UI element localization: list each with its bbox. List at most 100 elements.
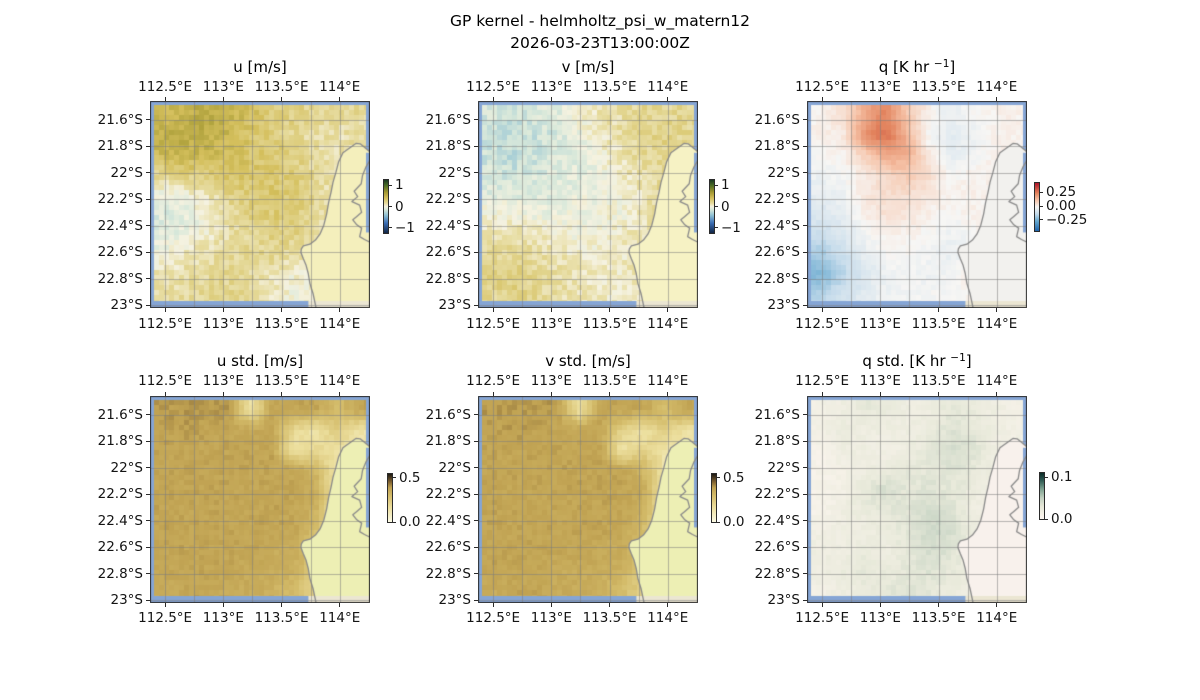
x-tick-label-bottom: 113°E bbox=[859, 316, 901, 332]
x-tick-label-bottom: 114°E bbox=[647, 610, 689, 626]
y-tick-mark bbox=[146, 467, 150, 469]
y-tick-label: 22.2°S bbox=[425, 191, 471, 208]
subplot-q_std-map bbox=[807, 396, 1027, 603]
y-tick-mark bbox=[474, 573, 478, 575]
y-tick-mark bbox=[146, 520, 150, 522]
colorbar-gradient-q_std bbox=[1040, 473, 1044, 519]
x-tick-label-top: 114°E bbox=[976, 373, 1018, 389]
x-tick-mark bbox=[667, 392, 669, 396]
y-tick-mark bbox=[474, 304, 478, 306]
subplot-title-v: v [m/s] bbox=[561, 58, 615, 76]
colorbar-tick-mark bbox=[388, 227, 392, 229]
x-tick-mark bbox=[164, 308, 166, 312]
x-tick-mark bbox=[164, 392, 166, 396]
y-tick-mark bbox=[803, 251, 807, 253]
colorbar-tick-label: 0.25 bbox=[1046, 184, 1077, 201]
x-tick-mark bbox=[938, 603, 940, 607]
y-tick-label: 22°S bbox=[110, 164, 144, 181]
x-tick-label-top: 113°E bbox=[202, 79, 244, 95]
y-tick-label: 21.8°S bbox=[97, 433, 143, 450]
x-tick-mark bbox=[339, 392, 341, 396]
colorbar-tick-mark bbox=[716, 521, 720, 523]
x-tick-label-bottom: 112.5°E bbox=[466, 316, 521, 332]
colorbar-gradient-u bbox=[384, 180, 388, 233]
x-tick-mark bbox=[550, 308, 552, 312]
colorbar-tick-label: 0 bbox=[721, 198, 730, 215]
y-tick-label: 21.8°S bbox=[97, 138, 143, 155]
y-tick-mark bbox=[146, 278, 150, 280]
y-tick-mark bbox=[146, 546, 150, 548]
y-tick-label: 22.2°S bbox=[425, 486, 471, 503]
x-tick-mark bbox=[550, 392, 552, 396]
x-tick-mark bbox=[339, 308, 341, 312]
y-tick-label: 23°S bbox=[438, 592, 472, 609]
colorbar-tick-label: −0.25 bbox=[1046, 211, 1088, 228]
y-tick-mark bbox=[474, 414, 478, 416]
y-tick-label: 22.4°S bbox=[425, 217, 471, 234]
x-tick-mark bbox=[667, 308, 669, 312]
x-tick-mark bbox=[609, 308, 611, 312]
y-tick-mark bbox=[474, 225, 478, 227]
x-tick-mark bbox=[996, 97, 998, 101]
y-tick-label: 22.4°S bbox=[754, 512, 800, 529]
colorbar-tick-label: −1 bbox=[395, 219, 415, 236]
x-tick-label-top: 113°E bbox=[530, 79, 572, 95]
y-tick-label: 23°S bbox=[438, 297, 472, 314]
x-tick-mark bbox=[996, 392, 998, 396]
y-tick-mark bbox=[803, 278, 807, 280]
y-tick-mark bbox=[146, 573, 150, 575]
x-tick-mark bbox=[879, 97, 881, 101]
x-tick-label-top: 114°E bbox=[319, 373, 361, 389]
x-tick-label-top: 113.5°E bbox=[582, 373, 637, 389]
subplot-u_std-map bbox=[150, 396, 370, 603]
colorbar-tick-mark bbox=[388, 206, 392, 207]
colorbar-tick-mark bbox=[714, 206, 718, 207]
y-tick-mark bbox=[146, 172, 150, 174]
y-tick-label: 22°S bbox=[767, 164, 801, 181]
x-tick-label-bottom: 114°E bbox=[976, 316, 1018, 332]
colorbar-gradient-v bbox=[710, 180, 714, 233]
y-tick-label: 22.8°S bbox=[97, 565, 143, 582]
figure-title: GP kernel - helmholtz_psi_w_matern12 bbox=[449, 12, 751, 30]
figure-timestamp: 2026-03-23T13:00:00Z bbox=[510, 34, 690, 52]
y-tick-label: 22.4°S bbox=[97, 217, 143, 234]
x-tick-label-top: 113.5°E bbox=[254, 373, 309, 389]
y-tick-label: 22.6°S bbox=[97, 539, 143, 556]
x-tick-label-top: 112.5°E bbox=[138, 373, 193, 389]
subplot-title-q: q [K hr −1] bbox=[878, 58, 956, 76]
x-tick-mark bbox=[938, 308, 940, 312]
subplot-v_std-map bbox=[478, 396, 698, 603]
subplot-title-u_std: u std. [m/s] bbox=[216, 352, 304, 370]
colorbar-tick-label: 0.0 bbox=[1051, 511, 1073, 527]
subplot-title-v_std: v std. [m/s] bbox=[545, 352, 631, 370]
x-tick-mark bbox=[281, 308, 283, 312]
y-tick-label: 21.8°S bbox=[754, 433, 800, 450]
x-tick-mark bbox=[281, 392, 283, 396]
y-tick-mark bbox=[803, 145, 807, 147]
y-tick-mark bbox=[803, 493, 807, 495]
x-tick-label-bottom: 113.5°E bbox=[582, 610, 637, 626]
subplot-q-map bbox=[807, 101, 1027, 308]
colorbar-tick-label: 0.5 bbox=[723, 469, 745, 486]
y-tick-label: 21.8°S bbox=[754, 138, 800, 155]
x-tick-mark bbox=[667, 97, 669, 101]
x-tick-label-top: 112.5°E bbox=[466, 373, 521, 389]
y-tick-mark bbox=[146, 225, 150, 227]
colorbar-tick-mark bbox=[714, 184, 718, 186]
y-tick-mark bbox=[803, 573, 807, 575]
y-tick-label: 21.6°S bbox=[425, 406, 471, 423]
y-tick-mark bbox=[146, 599, 150, 601]
x-tick-label-bottom: 112.5°E bbox=[138, 316, 193, 332]
colorbar-tick-mark bbox=[1044, 518, 1048, 520]
x-tick-label-top: 113.5°E bbox=[911, 373, 966, 389]
y-tick-mark bbox=[474, 278, 478, 280]
y-tick-mark bbox=[474, 440, 478, 442]
y-tick-mark bbox=[146, 493, 150, 495]
y-tick-label: 22°S bbox=[767, 459, 801, 476]
colorbar-gradient-q bbox=[1035, 183, 1039, 231]
y-tick-label: 22.6°S bbox=[97, 244, 143, 261]
x-tick-mark bbox=[609, 97, 611, 101]
x-tick-mark bbox=[821, 603, 823, 607]
y-tick-mark bbox=[803, 440, 807, 442]
